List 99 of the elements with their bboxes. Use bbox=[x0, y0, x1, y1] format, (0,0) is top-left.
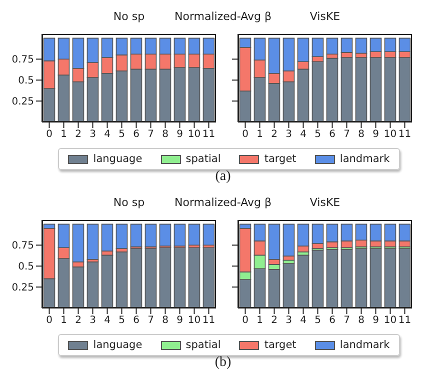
x-tick-label: 1 bbox=[60, 129, 67, 140]
x-tick-label: 3 bbox=[90, 129, 96, 140]
text: Normalized-Avg β bbox=[174, 10, 272, 23]
legend-label: language bbox=[92, 339, 142, 351]
x-tick-label: 7 bbox=[148, 129, 154, 140]
bar bbox=[384, 248, 396, 308]
bar bbox=[144, 224, 157, 248]
x-tick-label: 2 bbox=[271, 315, 278, 326]
x-tick-label: 4 bbox=[104, 315, 110, 326]
y-tick-label: 0.5 bbox=[18, 262, 34, 273]
text: Normalized-Avg β bbox=[174, 196, 272, 209]
x-tick-label: 10 bbox=[188, 129, 201, 140]
x-tick-label: 9 bbox=[176, 315, 183, 326]
bar bbox=[268, 269, 280, 308]
x-tick-label: 5 bbox=[118, 315, 125, 326]
x-tick-label: 6 bbox=[329, 129, 336, 140]
bar bbox=[355, 38, 368, 54]
x-tick-label: 7 bbox=[148, 315, 154, 326]
x-tick-label: 7 bbox=[344, 129, 350, 140]
bar bbox=[130, 248, 142, 308]
x-tick-label: 3 bbox=[90, 315, 96, 326]
bar bbox=[202, 247, 215, 308]
bar bbox=[398, 248, 411, 308]
x-tick-label: 6 bbox=[329, 315, 336, 326]
bar bbox=[130, 224, 142, 248]
legend-label: spatial bbox=[184, 153, 221, 165]
x-tick-label: 5 bbox=[118, 129, 125, 140]
bar bbox=[282, 263, 295, 308]
bar bbox=[312, 61, 324, 122]
x-tick-label: 7 bbox=[344, 315, 350, 326]
bar bbox=[116, 251, 128, 308]
x-tick-label: 10 bbox=[384, 315, 397, 326]
x-tick-label: 0 bbox=[242, 129, 248, 140]
bar bbox=[355, 57, 368, 122]
x-tick-label: 10 bbox=[384, 129, 397, 140]
x-tick-label: 8 bbox=[162, 129, 168, 140]
x-tick-label: 2 bbox=[271, 129, 278, 140]
chart-title: No sp bbox=[113, 10, 145, 23]
bar bbox=[370, 248, 382, 308]
x-tick-label: 11 bbox=[398, 129, 412, 140]
x-tick-label: 1 bbox=[60, 315, 67, 326]
x-tick-label: 4 bbox=[104, 129, 110, 140]
x-tick-label: 1 bbox=[256, 129, 263, 140]
bar bbox=[355, 248, 368, 308]
x-tick-label: 11 bbox=[202, 129, 216, 140]
bar bbox=[326, 38, 338, 55]
x-tick-label: 3 bbox=[286, 315, 292, 326]
x-tick-label: 0 bbox=[242, 315, 248, 326]
x-tick-label: 1 bbox=[256, 315, 263, 326]
bar bbox=[282, 224, 295, 256]
x-tick-label: 9 bbox=[176, 129, 183, 140]
bar bbox=[101, 254, 114, 308]
x-tick-label: 6 bbox=[133, 315, 140, 326]
x-tick-label: 11 bbox=[398, 315, 412, 326]
text: (a) bbox=[214, 169, 232, 185]
chart-title: VisKE bbox=[310, 10, 340, 23]
x-tick-label: 8 bbox=[358, 129, 364, 140]
bar bbox=[188, 224, 200, 246]
bar bbox=[86, 224, 99, 260]
y-tick-label: 0.75 bbox=[12, 240, 34, 252]
y-tick-label: 0.75 bbox=[12, 54, 34, 66]
bar bbox=[72, 266, 84, 308]
y-tick-label: 0.25 bbox=[12, 282, 34, 294]
legend-label: spatial bbox=[184, 339, 221, 351]
x-tick-label: 0 bbox=[46, 315, 52, 326]
x-tick-label: 9 bbox=[372, 129, 379, 140]
x-tick-label: 5 bbox=[314, 129, 321, 140]
y-tick-label: 0.5 bbox=[18, 76, 34, 87]
x-tick-label: 2 bbox=[75, 129, 82, 140]
bar bbox=[202, 224, 215, 246]
x-tick-label: 8 bbox=[358, 315, 364, 326]
legend-label: target bbox=[263, 153, 296, 165]
legend-label: landmark bbox=[338, 339, 390, 351]
x-tick-label: 9 bbox=[372, 315, 379, 326]
bar bbox=[297, 254, 310, 308]
legend-label: language bbox=[92, 153, 142, 165]
x-tick-label: 4 bbox=[300, 315, 306, 326]
x-tick-label: 5 bbox=[314, 315, 321, 326]
legend-label: landmark bbox=[338, 153, 390, 165]
x-tick-label: 11 bbox=[202, 315, 216, 326]
x-tick-label: 0 bbox=[46, 129, 52, 140]
bar bbox=[116, 224, 128, 249]
x-tick-label: 10 bbox=[188, 315, 201, 326]
x-tick-label: 4 bbox=[300, 129, 306, 140]
y-tick-label: 0.25 bbox=[12, 96, 34, 108]
bar bbox=[188, 247, 200, 308]
bar bbox=[86, 262, 99, 308]
bar bbox=[326, 58, 338, 122]
bar bbox=[144, 248, 157, 308]
chart-title: No sp bbox=[113, 196, 145, 209]
x-tick-label: 2 bbox=[75, 315, 82, 326]
legend-label: target bbox=[263, 339, 296, 351]
x-tick-label: 6 bbox=[133, 129, 140, 140]
text: (b) bbox=[214, 355, 232, 371]
bar bbox=[340, 57, 353, 122]
x-tick-label: 8 bbox=[162, 315, 168, 326]
chart-title: VisKE bbox=[310, 196, 340, 209]
x-tick-label: 3 bbox=[286, 129, 292, 140]
bar bbox=[101, 224, 114, 252]
